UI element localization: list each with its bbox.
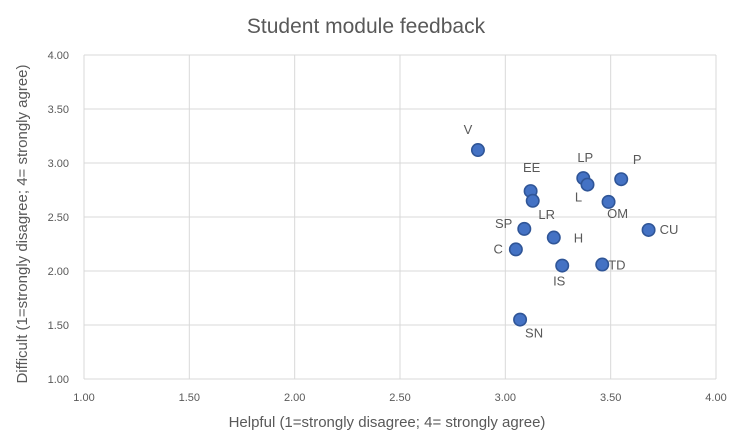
x-tick-label: 2.50 bbox=[389, 392, 410, 404]
x-tick-label: 4.00 bbox=[705, 392, 726, 404]
data-point-is bbox=[555, 258, 570, 273]
point-label-p: P bbox=[633, 152, 642, 167]
point-label-om: OM bbox=[607, 206, 628, 221]
data-point-td bbox=[595, 257, 610, 272]
x-tick-label: 2.00 bbox=[284, 392, 305, 404]
point-label-td: TD bbox=[608, 258, 625, 273]
point-labels: V LP P L EE LR OM SP CU H C TD IS SN bbox=[464, 122, 679, 341]
y-tick-label: 4.00 bbox=[48, 50, 69, 62]
data-points bbox=[470, 143, 656, 327]
data-point-l bbox=[580, 177, 595, 192]
data-point-cu bbox=[641, 222, 656, 237]
chart-title: Student module feedback bbox=[247, 15, 486, 38]
point-label-v: V bbox=[464, 122, 473, 137]
y-tick-label: 3.50 bbox=[48, 104, 69, 116]
point-label-cu: CU bbox=[660, 222, 679, 237]
data-point-h bbox=[546, 230, 561, 245]
data-point-sp bbox=[517, 221, 532, 236]
data-point-sn bbox=[513, 312, 528, 327]
gridlines bbox=[83, 54, 717, 380]
x-tick-label: 3.00 bbox=[495, 392, 516, 404]
data-point-lr bbox=[525, 193, 540, 208]
point-label-l: L bbox=[575, 190, 582, 205]
y-tick-label: 1.50 bbox=[48, 320, 69, 332]
point-label-h: H bbox=[574, 231, 583, 246]
x-tick-label: 1.50 bbox=[179, 392, 200, 404]
data-point-c bbox=[508, 242, 523, 257]
point-label-is: IS bbox=[553, 274, 566, 289]
y-axis-title: Difficult (1=strongly disagree; 4= stron… bbox=[14, 64, 31, 383]
y-tick-label: 2.00 bbox=[48, 266, 69, 278]
data-point-v bbox=[470, 143, 485, 158]
tick-labels: 1.00 1.50 2.00 2.50 3.00 3.50 4.00 1.00 1.50 2.00… bbox=[48, 50, 727, 404]
point-label-sp: SP bbox=[495, 216, 512, 231]
x-axis-title: Helpful (1=strongly disagree; 4= strongl… bbox=[229, 414, 546, 431]
x-tick-label: 3.50 bbox=[600, 392, 621, 404]
point-label-lr: LR bbox=[538, 207, 555, 222]
point-label-lp: LP bbox=[577, 150, 593, 165]
y-tick-label: 3.00 bbox=[48, 158, 69, 170]
point-label-ee: EE bbox=[523, 160, 541, 175]
y-tick-label: 1.00 bbox=[48, 374, 69, 386]
data-point-p bbox=[614, 172, 629, 187]
x-tick-label: 1.00 bbox=[73, 392, 94, 404]
point-label-c: C bbox=[493, 241, 502, 256]
point-label-sn: SN bbox=[525, 326, 543, 341]
data-point-om bbox=[601, 194, 616, 209]
y-tick-label: 2.50 bbox=[48, 212, 69, 224]
